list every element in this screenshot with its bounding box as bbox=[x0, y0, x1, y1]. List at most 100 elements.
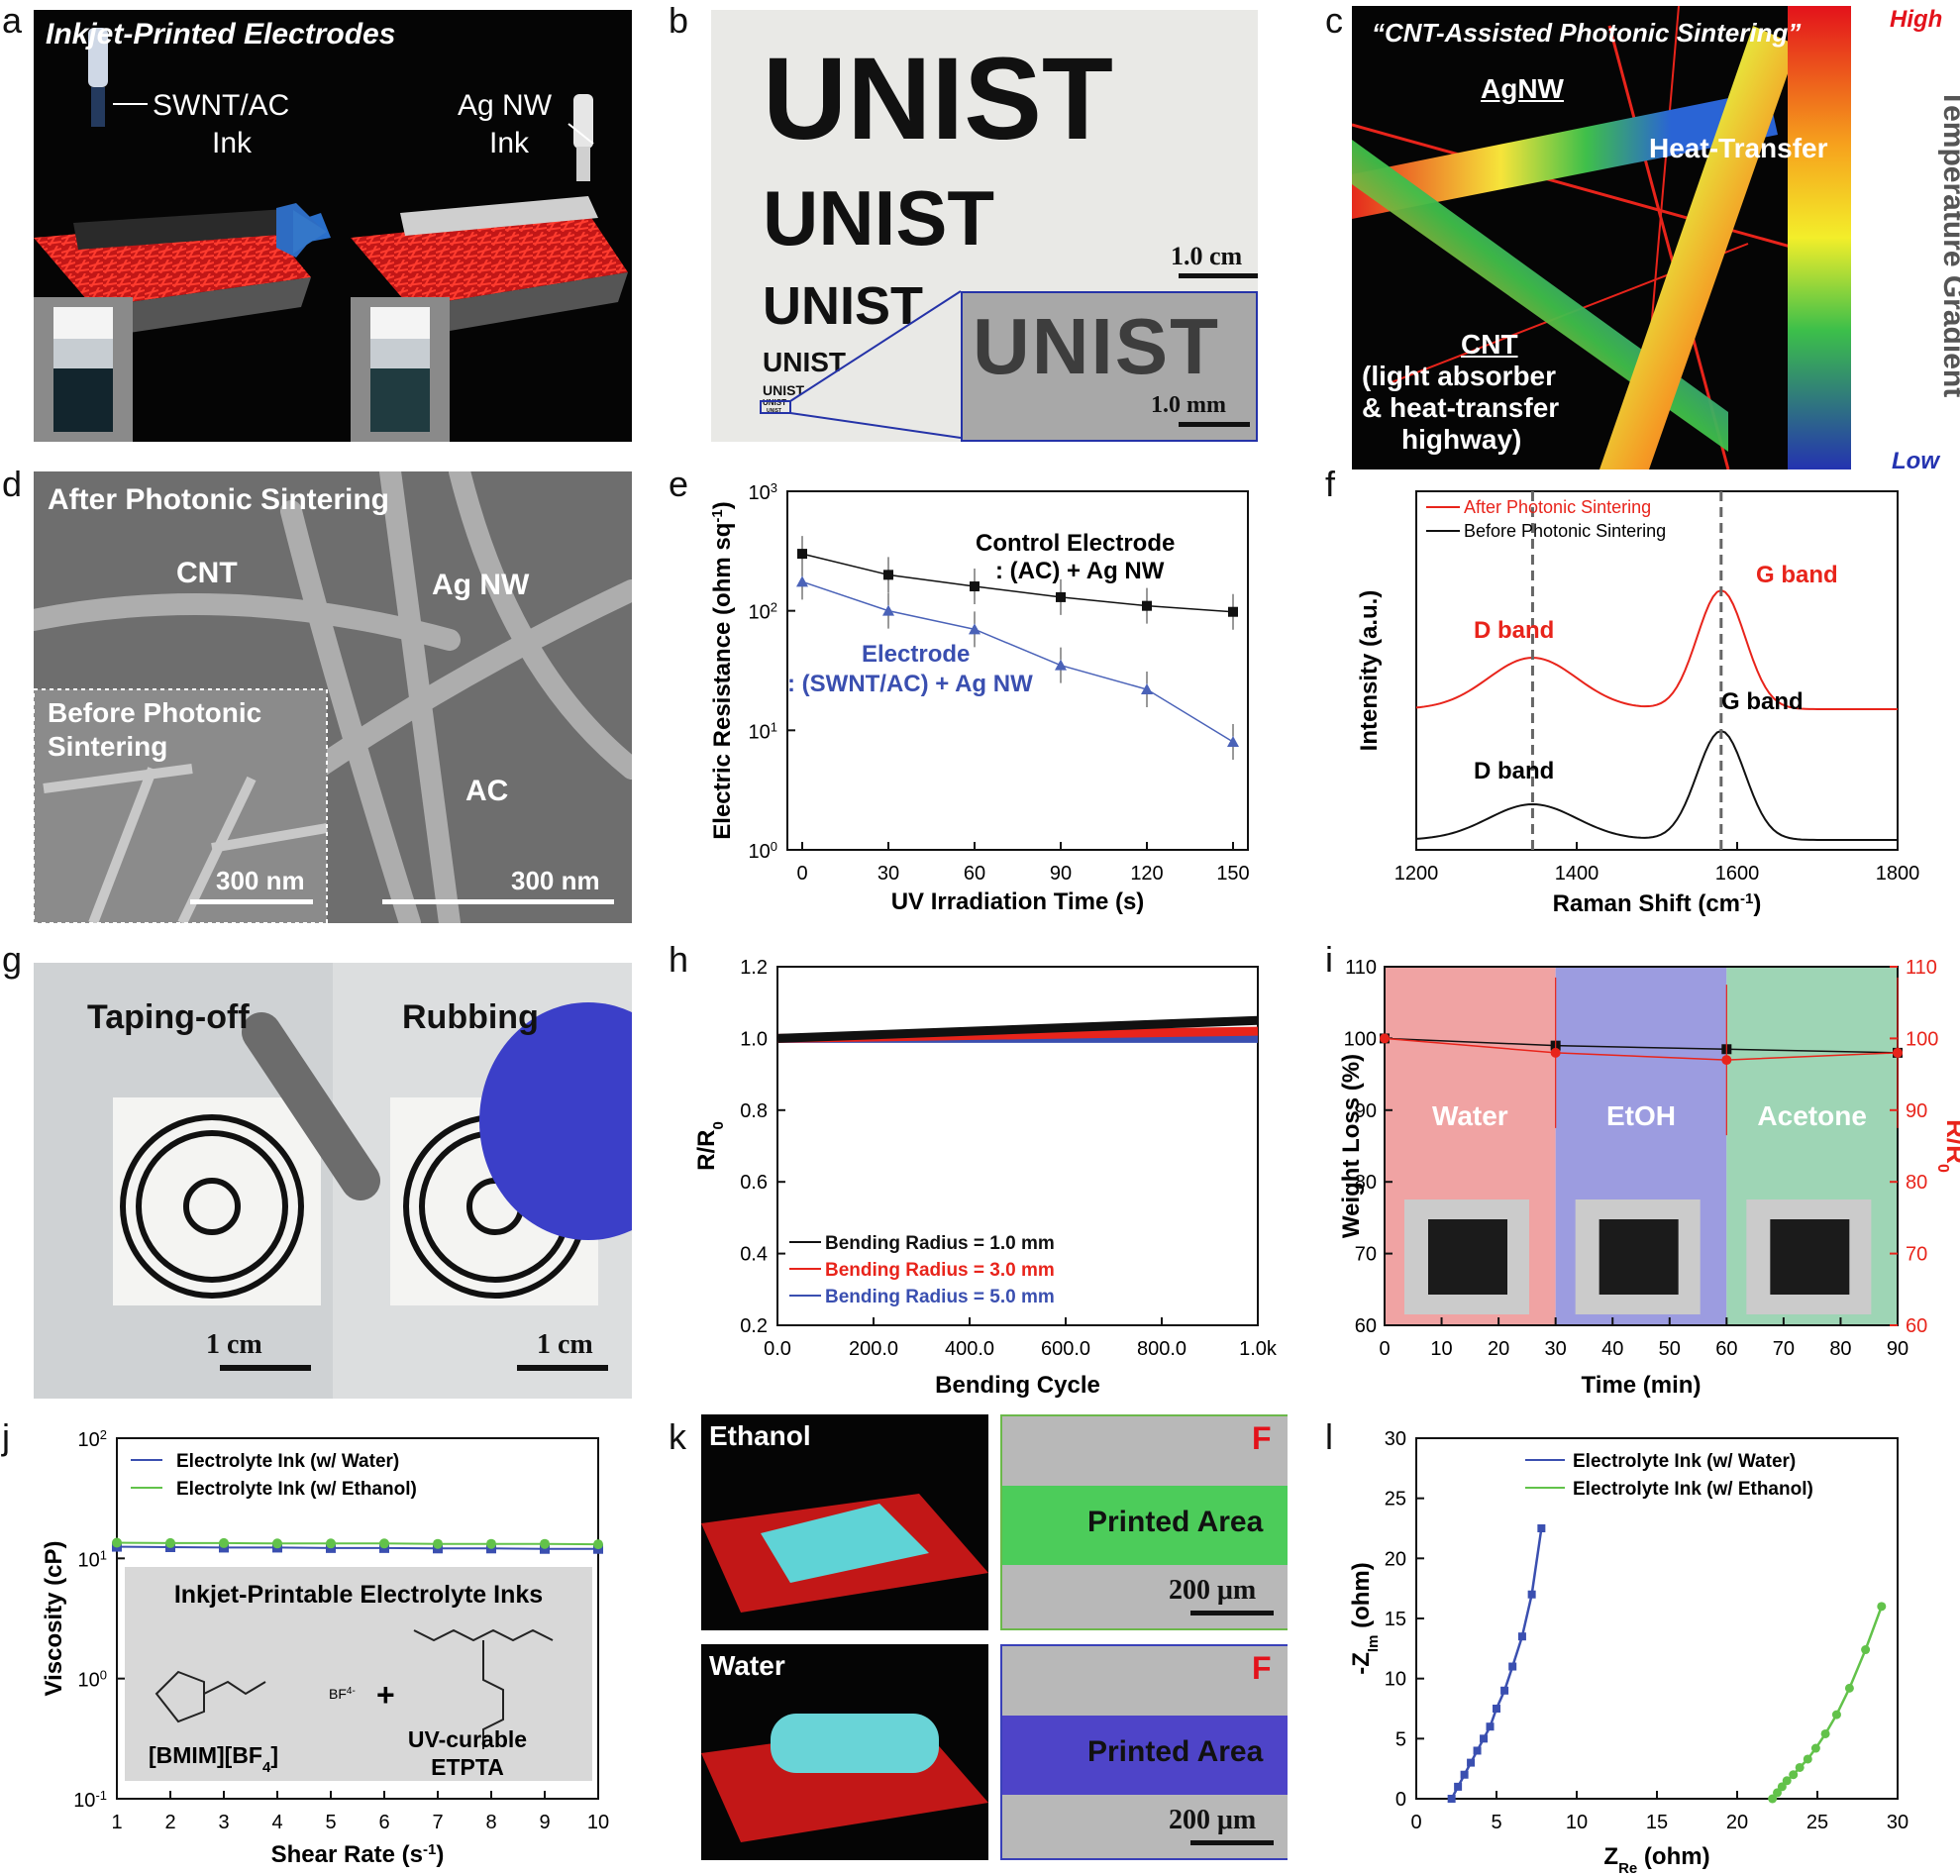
cnt-desc-3: highway) bbox=[1401, 424, 1522, 455]
y-tick-label: 0.8 bbox=[740, 1100, 768, 1122]
x-tick-label: 8 bbox=[485, 1812, 496, 1833]
plot-frame bbox=[1384, 966, 1899, 1326]
etpta-label-1: UV-curable bbox=[408, 1726, 527, 1752]
agnw-label-d: Ag NW bbox=[432, 569, 530, 601]
sample-film bbox=[1599, 1219, 1679, 1295]
data-point bbox=[1056, 591, 1066, 602]
zoom-inset-word: UNIST bbox=[973, 302, 1220, 390]
x-tick-label: 20 bbox=[1488, 1338, 1509, 1360]
legend-before: Before Photonic Sintering bbox=[1464, 521, 1666, 541]
region-label-0: Water bbox=[1432, 1100, 1508, 1131]
data-point bbox=[1055, 659, 1067, 671]
y-tick-label: 70 bbox=[1355, 1244, 1377, 1266]
panel-d: After Photonic Sintering CNT Ag NW AC Be… bbox=[34, 471, 632, 923]
cnt-label: CNT bbox=[1461, 329, 1518, 360]
series-1 bbox=[116, 1541, 599, 1546]
printed-area-water: Printed Area bbox=[1087, 1735, 1264, 1768]
chart-h: 0.0 200.0 400.0 600.0 800.0 1.0k 0.2 0.4 0.6 0.8 1… bbox=[693, 957, 1278, 1399]
plot-frame bbox=[786, 490, 1249, 851]
x-tick-label: 2 bbox=[164, 1812, 175, 1833]
x-axis-label: ZRe (ohm) bbox=[1603, 1843, 1709, 1876]
data-point bbox=[797, 549, 807, 560]
chart-l: 0 5 10 15 20 25 30 0 5 10 15 20 25 30 ZRe (ohm) -ZIm (o… bbox=[1348, 1428, 1908, 1876]
inset-scale-label: 300 nm bbox=[216, 866, 305, 895]
panel-letter-a: a bbox=[2, 0, 23, 41]
x-tick-label: 5 bbox=[1491, 1812, 1501, 1833]
y-tick-label: 103 bbox=[749, 480, 777, 505]
agnw-label: AgNW bbox=[1481, 73, 1564, 104]
rubbing-label: Rubbing bbox=[402, 998, 539, 1036]
y-tick-label: 60 bbox=[1355, 1315, 1377, 1337]
x-tick-label: 0.0 bbox=[764, 1338, 791, 1360]
scale-bar-d bbox=[382, 899, 614, 904]
y-tick-label: 110 bbox=[1345, 957, 1377, 979]
y2-tick-label: 100 bbox=[1906, 1028, 1938, 1050]
data-point bbox=[1831, 1710, 1841, 1720]
legend-after: After Photonic Sintering bbox=[1464, 497, 1651, 517]
temperature-gradient-bar bbox=[1788, 6, 1851, 469]
panel-a: Inkjet-Printed Electrodes SWNT/AC Ink Ag… bbox=[34, 10, 632, 442]
y-axis-label: Intensity (a.u.) bbox=[1356, 590, 1383, 752]
y-tick-label: 100 bbox=[78, 1667, 107, 1692]
y-tick-label: 102 bbox=[749, 599, 777, 624]
plot-frame bbox=[1415, 490, 1899, 851]
data-point bbox=[1844, 1683, 1854, 1693]
data-point bbox=[1228, 606, 1238, 617]
f-label-ethanol: F bbox=[1252, 1420, 1272, 1456]
x-tick-label: 30 bbox=[1545, 1338, 1567, 1360]
data-point bbox=[1820, 1728, 1830, 1738]
x-tick-label: 15 bbox=[1646, 1812, 1668, 1833]
unist-word-1: UNIST bbox=[763, 34, 1113, 164]
y-axis-label: R/R0 bbox=[693, 1121, 727, 1171]
data-point bbox=[1480, 1734, 1489, 1743]
k-water-micro: F Printed Area 200 μm bbox=[1000, 1644, 1288, 1860]
y-axis-label: Viscosity (cP) bbox=[41, 1541, 67, 1697]
x-tick-label: 0 bbox=[796, 863, 807, 885]
x-tick-label: 400.0 bbox=[945, 1338, 994, 1360]
chart-e: 0 30 60 90 120 150 100 101 102 103 UV Irradiation … bbox=[709, 480, 1250, 916]
legend-label-2: Bending Radius = 5.0 mm bbox=[825, 1287, 1055, 1307]
panel-c: “CNT-Assisted Photonic Sintering” AgNW H… bbox=[1352, 6, 1851, 469]
unist-word-4: UNIST bbox=[763, 347, 846, 377]
data-point bbox=[593, 1539, 603, 1550]
unist-word-3: UNIST bbox=[763, 276, 923, 336]
y-tick-label: 0.6 bbox=[740, 1172, 768, 1194]
panel-letter-k: k bbox=[669, 1416, 686, 1457]
x-tick-label: 1.0k bbox=[1239, 1338, 1278, 1360]
x-tick-label: 1400 bbox=[1555, 863, 1599, 885]
sem-image bbox=[34, 471, 632, 923]
y2-tick-label: 60 bbox=[1906, 1315, 1927, 1337]
y-tick-label: 0 bbox=[1395, 1789, 1406, 1811]
scale-bar-g2 bbox=[517, 1365, 608, 1371]
y-tick-label: 15 bbox=[1385, 1609, 1406, 1630]
scale-1mm-label: 1.0 mm bbox=[1151, 392, 1226, 418]
x-tick-label: 120 bbox=[1130, 863, 1163, 885]
data-point bbox=[379, 1538, 389, 1549]
data-point bbox=[1380, 1033, 1390, 1044]
x-tick-label: 150 bbox=[1216, 863, 1249, 885]
x-tick-label: 1600 bbox=[1715, 863, 1760, 885]
x-tick-label: 9 bbox=[539, 1812, 550, 1833]
ethanol-label: Ethanol bbox=[709, 1420, 811, 1451]
data-point bbox=[1789, 1770, 1799, 1780]
y-tick-label: 5 bbox=[1395, 1728, 1406, 1750]
data-point bbox=[1537, 1524, 1546, 1532]
heat-transfer-label: Heat-Transfer bbox=[1649, 133, 1828, 163]
data-point bbox=[796, 575, 808, 587]
x-tick-label: 10 bbox=[1430, 1338, 1452, 1360]
plot-frame bbox=[116, 1437, 599, 1800]
data-point bbox=[1508, 1662, 1517, 1671]
series-0 bbox=[776, 1015, 1259, 1043]
y-tick-label: 30 bbox=[1385, 1428, 1406, 1450]
y-tick-label: 10-1 bbox=[73, 1788, 107, 1813]
x-axis-label: Shear Rate (s-1) bbox=[271, 1841, 445, 1869]
zoom-lines bbox=[760, 290, 962, 439]
control-label-2: : (AC) + Ag NW bbox=[995, 558, 1165, 584]
series-line-0 bbox=[801, 553, 1234, 613]
y-tick-label: 1.0 bbox=[740, 1028, 768, 1050]
y-tick-label: 0.2 bbox=[740, 1315, 768, 1337]
data-point bbox=[112, 1537, 122, 1548]
unist-word-6: UNIST bbox=[763, 398, 786, 407]
scale-1cm-bar bbox=[1179, 273, 1258, 278]
